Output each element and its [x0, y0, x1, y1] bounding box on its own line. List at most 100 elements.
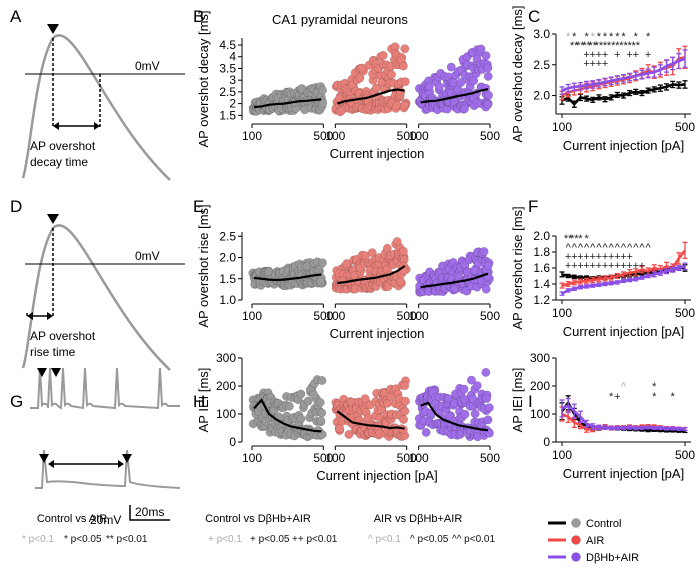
y-tick-label: 100 — [530, 407, 550, 421]
significance-marker: ** — [588, 40, 597, 52]
legend-swatch-dot — [571, 535, 581, 545]
y-tick-label: 100 — [216, 407, 236, 421]
zero-label: 0mV — [135, 59, 160, 73]
scatter-point — [387, 70, 396, 80]
x-tick-label: 100 — [242, 129, 262, 143]
scatter-point — [355, 73, 365, 83]
panel-letter-e: E — [193, 197, 204, 216]
series-air — [559, 241, 688, 289]
mean-line — [253, 98, 322, 109]
x-tick-label: 500 — [397, 309, 417, 323]
significance-marker: * — [634, 31, 639, 43]
x-tick-label: 500 — [313, 309, 333, 323]
caption-line-2: decay time — [30, 155, 88, 169]
significance-marker: * — [615, 31, 620, 43]
scatter-point — [460, 104, 469, 114]
y-axis-label: AP overshot decay [ms] — [196, 10, 211, 147]
series-line — [561, 249, 687, 287]
scatter-point — [434, 82, 444, 92]
arrow-head-right — [47, 312, 53, 320]
y-tick-label: 3.5 — [219, 61, 236, 75]
significance-marker: ^ — [621, 381, 627, 393]
significance-marker: + — [583, 49, 589, 61]
scatter-point — [398, 61, 408, 71]
significance-marker: ^ — [590, 242, 596, 254]
significance-marker: * — [652, 381, 657, 393]
x-tick-label: 100 — [552, 448, 572, 462]
scatter-point — [344, 429, 354, 439]
significance-marker: + — [614, 251, 620, 263]
scatter-group-air: 100 500 — [325, 42, 417, 143]
significance-marker: ** — [576, 40, 585, 52]
significance-marker: * — [597, 31, 602, 43]
significance-marker: ^ — [578, 242, 584, 254]
x-tick-label: 100 — [242, 451, 262, 465]
diagram-d: 0mV AP overshot rise time — [21, 214, 185, 371]
scatter-group-air: 100 500 — [325, 237, 417, 323]
y-axis-label: AP IEI [ms] — [510, 368, 525, 433]
iei-marker-1 — [39, 454, 49, 463]
stat-legends: Control vs AIR* p<0.1 * p<0.05 ** p<0.01 Co… — [22, 513, 495, 545]
x-tick-label: 500 — [675, 448, 695, 462]
significance-marker: ^ — [615, 242, 621, 254]
significance-marker: + — [608, 251, 614, 263]
significance-marker: * — [603, 40, 608, 52]
scatter-point — [472, 381, 482, 391]
panel-title: CA1 pyramidal neurons — [272, 12, 408, 27]
ap-trace — [21, 224, 171, 371]
iei-arrow-right — [118, 460, 124, 468]
scatter-point — [476, 44, 486, 54]
y-tick-label: 4 — [229, 50, 236, 64]
significance-marker: * — [671, 391, 676, 403]
zero-label: 0mV — [135, 249, 160, 263]
scale-voltage: 20mV — [90, 513, 121, 527]
stat-legend-title: Control vs DβHb+AIR — [205, 513, 311, 525]
arrow-head-left — [53, 122, 59, 130]
significance-marker: + — [626, 251, 632, 263]
x-tick-label: 500 — [675, 120, 695, 134]
significance-marker: + — [583, 260, 589, 272]
y-axis-label: AP overshot decay [ms] — [510, 5, 525, 142]
x-tick-label: 500 — [480, 129, 500, 143]
y-tick-label: 2 — [229, 97, 236, 111]
x-tick-label: 100 — [409, 451, 429, 465]
scatter-point — [318, 98, 328, 108]
series-control — [559, 80, 688, 108]
significance-marker: + — [614, 49, 620, 61]
y-tick-label: 3 — [229, 73, 236, 87]
x-tick-label: 500 — [480, 451, 500, 465]
scatter-point — [360, 394, 370, 404]
scatter-point — [399, 100, 409, 110]
legend-label: DβHb+AIR — [586, 552, 639, 564]
scatter-point — [460, 409, 470, 419]
significance-marker: + — [590, 58, 596, 70]
series-legend: Control AIR DβHb+AIR — [548, 518, 639, 564]
scatter-point — [483, 100, 493, 110]
significance-marker: ** — [632, 40, 641, 52]
y-tick-label: 2.5 — [219, 229, 236, 243]
scale-bar — [129, 505, 170, 521]
x-tick-label: 500 — [313, 129, 333, 143]
stat-legend-item: ^ p<0.1 — [368, 534, 401, 545]
significance-marker: ^ — [572, 242, 578, 254]
stat-legend-2: Control vs DβHb+AIR + p<0.1 + p<0.05 ++ p<0… — [205, 513, 338, 545]
significance-marker: * — [591, 31, 596, 43]
y-tick-label: 1.2 — [533, 293, 550, 307]
stat-legend-1: Control vs AIR * p<0.1 * p<0.05 ** p<0.01 — [22, 513, 148, 545]
panel-e: 1.01.52.02.5AP overshot rise [ms] 100 5001… — [196, 204, 500, 341]
x-tick-label: 100 — [409, 129, 429, 143]
significance-marker: ^ — [633, 242, 639, 254]
significance-marker: * — [584, 233, 589, 245]
significance-marker: * — [609, 31, 614, 43]
x-axis-label: Current injection [pA] — [563, 324, 684, 339]
scatter-point — [392, 237, 402, 247]
panel-f: 1.2 1.4 1.6 1.8 2.0 100 500 Current injection [… — [510, 206, 695, 339]
significance-marker: ^ — [646, 242, 652, 254]
x-tick-label: 500 — [480, 309, 500, 323]
significance-marker: + — [620, 251, 626, 263]
scatter-point — [316, 277, 326, 287]
significance-marker: + — [602, 49, 608, 61]
significance-marker: + — [626, 260, 632, 272]
y-tick-label: 3.0 — [533, 27, 550, 41]
series-line — [561, 265, 686, 295]
